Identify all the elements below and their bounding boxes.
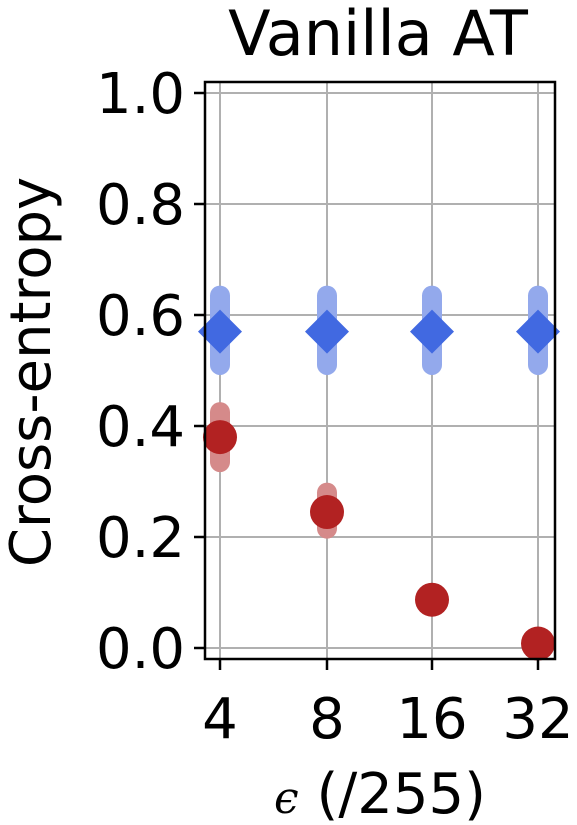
y-tick-label: 0.4 — [96, 395, 185, 460]
plot-frame — [203, 80, 557, 661]
y-tick-label: 0.8 — [96, 173, 185, 238]
circle-marker — [310, 495, 344, 530]
x-tick-label: 4 — [202, 687, 238, 752]
diamond-marker — [305, 309, 349, 354]
y-tick-label: 0.2 — [96, 506, 185, 571]
x-axis: 4 8 16 32 — [202, 659, 574, 752]
y-tick-label: 0.0 — [96, 617, 185, 682]
chart-title: Vanilla AT — [228, 0, 529, 70]
x-axis-label-symbol: ϵ — [274, 773, 299, 824]
circle-marker — [521, 626, 555, 661]
diamond-marker — [410, 309, 454, 354]
x-axis-label-unit: (/255) — [317, 762, 486, 825]
y-axis-label: Cross-entropy — [0, 177, 64, 567]
x-tick-label: 32 — [502, 687, 573, 752]
y-tick-label: 1.0 — [96, 62, 185, 127]
data-markers — [198, 309, 560, 661]
circle-marker — [415, 582, 449, 617]
grid-lines — [205, 82, 555, 659]
y-tick-label: 0.6 — [96, 284, 185, 349]
x-tick-label: 8 — [309, 687, 345, 752]
y-axis: 0.0 0.2 0.4 0.6 0.8 1.0 — [96, 62, 205, 682]
x-tick-label: 16 — [396, 687, 467, 752]
circle-marker — [203, 420, 237, 455]
error-bars — [210, 285, 548, 656]
x-axis-label: ϵ (/255) — [274, 762, 486, 825]
diamond-marker — [198, 309, 242, 354]
diamond-marker — [516, 309, 560, 354]
